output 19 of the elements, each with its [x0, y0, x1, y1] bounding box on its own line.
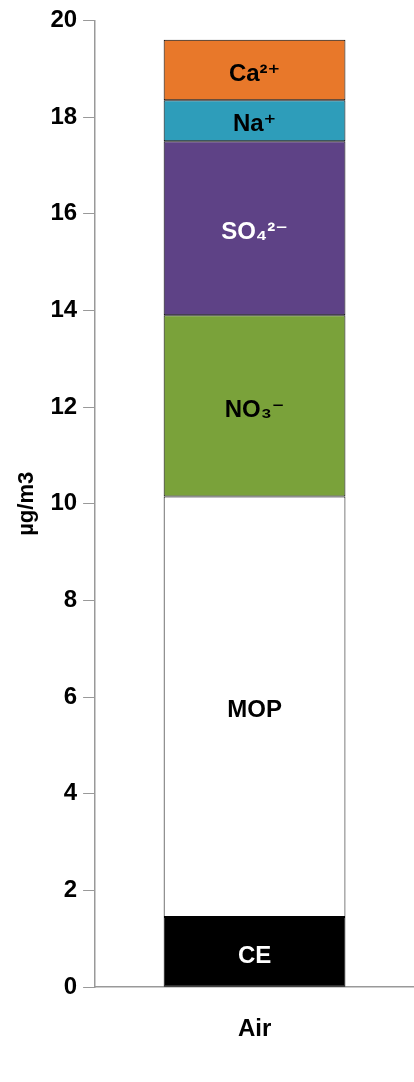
- series-label: Ca²⁺: [228, 58, 281, 86]
- y-tick-label: 6: [63, 681, 78, 709]
- y-tick-label: 20: [50, 5, 78, 33]
- y-tick-label: 4: [63, 778, 78, 806]
- series-label: MOP: [227, 695, 282, 723]
- y-tick-label: 16: [50, 198, 78, 226]
- x-tick-label: Air: [237, 1014, 272, 1042]
- y-axis-title: µg/m3: [13, 471, 39, 536]
- y-tick-label: 12: [50, 391, 78, 419]
- series-label: SO₄²⁻: [221, 216, 288, 244]
- series-label: Na⁺: [232, 109, 277, 137]
- y-tick-label: 0: [63, 971, 78, 999]
- y-tick-label: 8: [63, 585, 78, 613]
- y-tick-label: 10: [50, 488, 78, 516]
- y-tick-label: 2: [63, 875, 78, 903]
- series-label: NO₃⁻: [224, 394, 285, 422]
- y-tick-label: 14: [50, 295, 78, 323]
- y-tick-label: 18: [50, 101, 78, 129]
- series-label: CE: [237, 940, 272, 968]
